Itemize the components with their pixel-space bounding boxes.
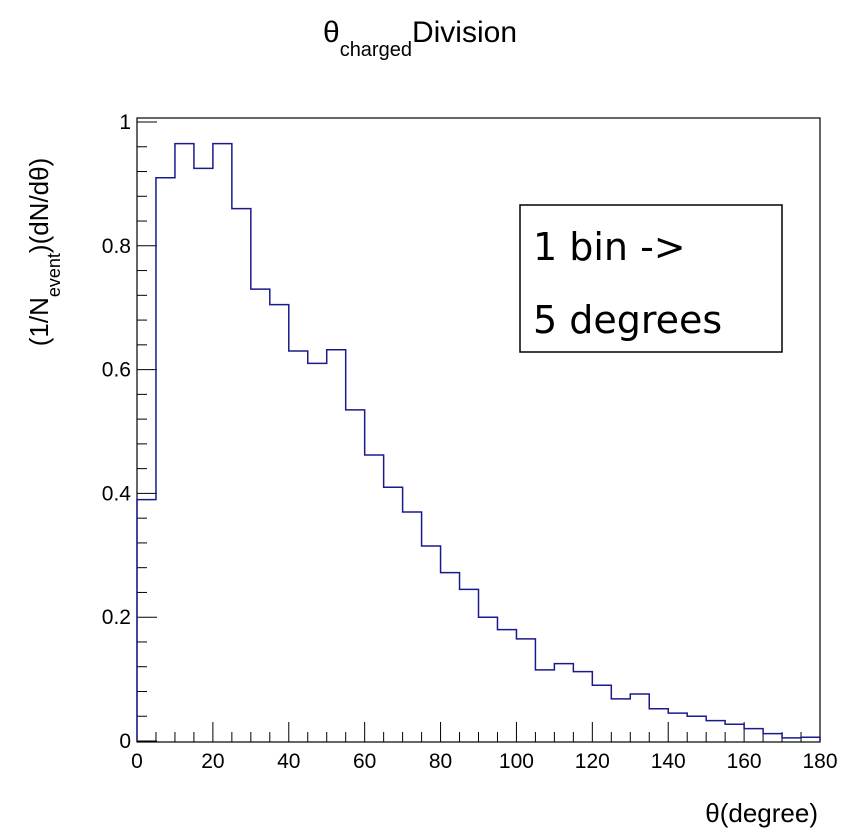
y-axis-title-prefix: (1/N [24,297,54,346]
annotation-box: 1 bin -> 5 degrees [519,204,783,353]
chart-title: θchargedDivision [323,16,517,61]
y-tick-label: 0.6 [102,359,131,382]
y-axis-title-suffix: )(dN/dθ) [24,158,54,253]
y-axis-ticks [137,121,157,742]
y-axis-title-subscript: event [44,253,64,297]
histogram-line [136,142,821,741]
y-tick-labels: 0 0.2 0.4 0.6 0.8 1 [102,111,132,753]
annotation-line-1: 1 bin -> [533,225,686,269]
x-tick-label: 20 [201,750,224,773]
x-tick-label: 40 [277,750,300,773]
chart-title-subscript: charged [340,39,412,61]
x-tick-label: 80 [429,750,452,773]
x-tick-label: 120 [575,750,610,773]
y-tick-label: 0.2 [102,606,131,629]
y-tick-label: 1 [119,111,131,134]
chart-title-symbol: θ [323,16,340,49]
y-axis-title: (1/Nevent)(dN/dθ) [24,158,64,347]
x-axis-title: θ(degree) [705,798,818,828]
x-tick-label: 140 [651,750,686,773]
plot-area [136,117,821,743]
x-tick-labels: 0 20 40 60 80 100 120 140 160 180 [131,750,837,773]
y-tick-label: 0.8 [102,235,131,258]
chart-title-text: Division [412,16,517,49]
y-tick-label: 0 [119,730,131,753]
y-tick-label: 0.4 [102,482,132,505]
annotation-frame [519,204,783,353]
x-tick-label: 180 [802,750,837,773]
x-axis-ticks [136,722,821,742]
x-tick-label: 100 [499,750,534,773]
annotation-line-2: 5 degrees [533,298,722,342]
x-tick-label: 0 [131,750,143,773]
x-tick-label: 60 [353,750,376,773]
x-tick-label: 160 [727,750,762,773]
